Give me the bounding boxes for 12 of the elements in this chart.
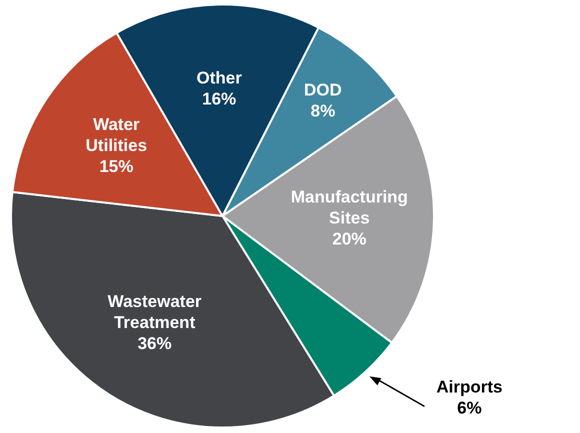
slice-label: Airports [436,378,503,397]
slice-label: Other [196,68,242,88]
data-label: 36% [138,334,172,353]
data-label: 16% [202,89,236,108]
slice-label: DOD [304,80,342,100]
data-label: 6% [457,398,482,418]
slice-label: Wastewater Treatment [108,292,202,332]
data-label: 15% [99,157,134,176]
data-label: 8% [310,102,336,121]
data-label: 20% [332,229,366,248]
slice-label: Manufacturing Sites [290,187,408,228]
slice-label: Water Utilities [86,115,148,156]
